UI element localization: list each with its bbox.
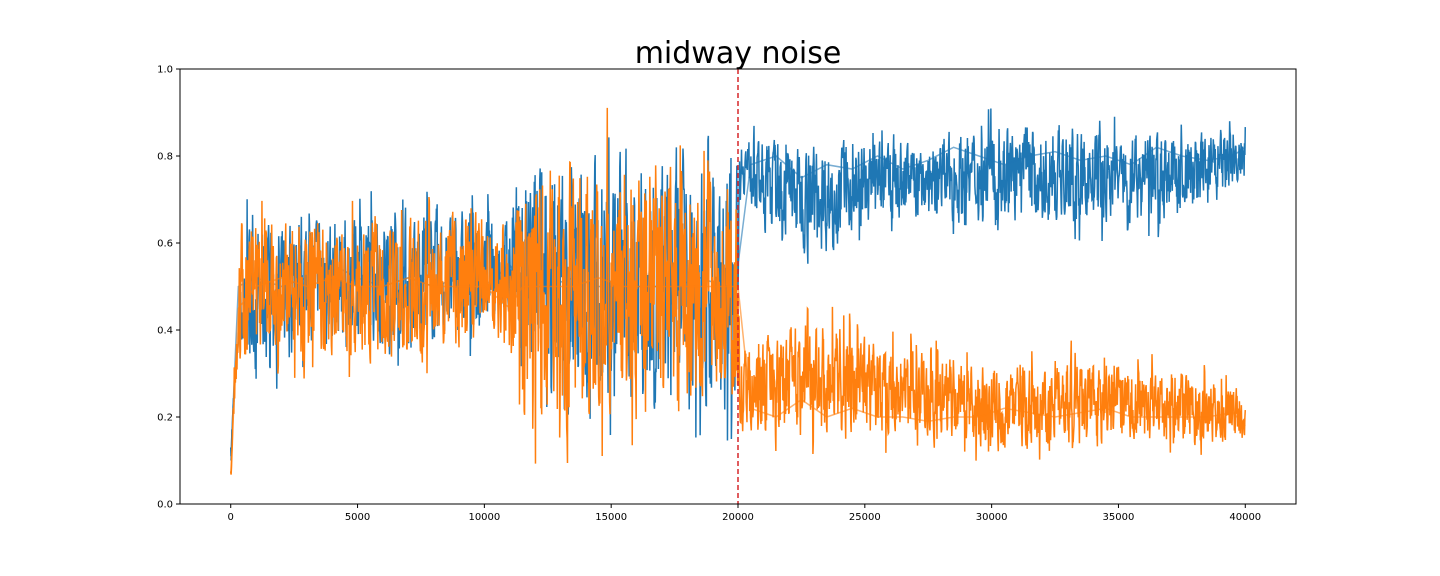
series-1-line — [229, 277, 1246, 474]
x-tick-label-7: 35000 — [1103, 512, 1135, 523]
x-tick-label-8: 40000 — [1229, 512, 1261, 523]
x-tick-label-0: 0 — [228, 512, 234, 523]
x-tick-label-6: 30000 — [976, 512, 1008, 523]
chart-title: midway noise — [635, 36, 842, 71]
y-tick-label-5: 1.0 — [157, 65, 173, 76]
y-tick-label-1: 0.2 — [157, 413, 173, 424]
x-axis: 0 5000 10000 15000 20000 25000 30000 35000 40000 — [228, 504, 1261, 523]
x-tick-label-2: 10000 — [468, 512, 500, 523]
x-tick-label-5: 25000 — [849, 512, 881, 523]
y-tick-label-2: 0.4 — [157, 326, 173, 337]
y-axis: 0.0 0.2 0.4 0.6 0.8 1.0 — [157, 65, 180, 511]
y-tick-label-4: 0.8 — [157, 152, 173, 163]
y-tick-label-0: 0.0 — [157, 500, 173, 511]
x-tick-label-4: 20000 — [722, 512, 754, 523]
x-tick-label-1: 5000 — [345, 512, 370, 523]
y-tick-label-3: 0.6 — [157, 239, 173, 250]
x-tick-label-3: 15000 — [595, 512, 627, 523]
